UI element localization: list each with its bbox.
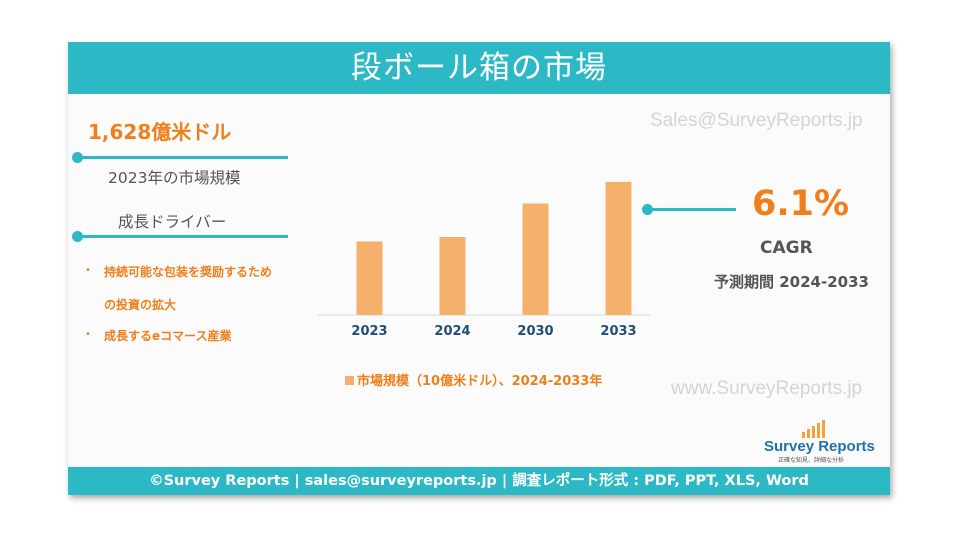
bullet-icon: •: [85, 329, 91, 340]
connector-line: [76, 235, 288, 238]
drivers-title: 成長ドライバー: [118, 213, 227, 231]
cagr-value: 6.1%: [752, 184, 850, 224]
x-tick-label: 2023: [351, 324, 387, 339]
watermark-website: www.SurveyReports.jp: [671, 378, 863, 399]
logo-text: Survey Reports: [764, 438, 875, 455]
market-size-value: 1,628億米ドル: [88, 120, 232, 144]
bar-2030: [522, 203, 549, 315]
connector-dot: [642, 204, 653, 215]
survey-reports-logo: Survey Reports 正確な知見、詳細な分析: [764, 420, 884, 464]
bullet-icon: •: [85, 265, 91, 276]
market-size-label: 2023年の市場規模: [108, 169, 241, 187]
logo-tagline: 正確な知見、詳細な分析: [778, 457, 845, 464]
page-title: 段ボール箱の市場: [68, 42, 890, 94]
forecast-period: 予測期間 2024-2033: [714, 273, 869, 291]
bar-2033: [605, 181, 632, 315]
legend-swatch: [345, 376, 354, 385]
footer-bar: ©Survey Reports | sales@surveyreports.jp…: [68, 467, 890, 495]
logo-bars-icon: [802, 420, 825, 438]
watermark-email: Sales@SurveyReports.jp: [650, 110, 863, 131]
bar-2023: [356, 241, 383, 315]
x-tick-label: 2030: [517, 324, 553, 339]
x-tick-label: 2024: [434, 324, 470, 339]
infographic-card: 段ボール箱の市場 Sales@SurveyReports.jp www.Surv…: [68, 42, 890, 495]
connector-line: [648, 208, 736, 211]
cagr-label: CAGR: [760, 238, 813, 258]
connector-line: [76, 156, 288, 159]
bar-chart: 2023 2024 2030 2033: [318, 181, 650, 339]
bar-2024: [439, 237, 466, 315]
driver-item: の投資の拡大: [104, 298, 177, 312]
driver-item: 成長するeコマース産業: [104, 329, 232, 343]
x-tick-label: 2033: [600, 324, 636, 339]
driver-item: 持続可能な包装を奨励するため: [104, 265, 273, 279]
legend-label: 市場規模（10億米ドル）、2024-2033年: [357, 374, 603, 389]
